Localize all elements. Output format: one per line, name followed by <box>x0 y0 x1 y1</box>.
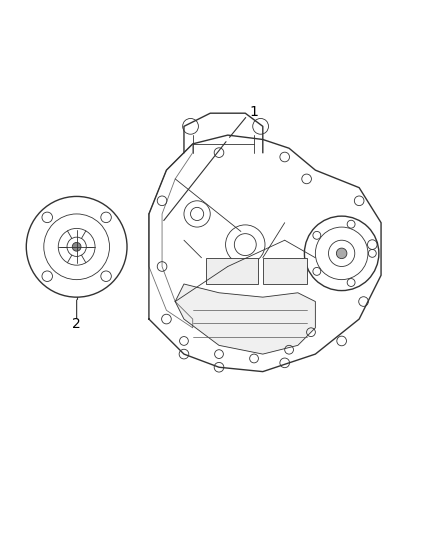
Text: 2: 2 <box>72 317 81 332</box>
Polygon shape <box>175 284 315 354</box>
Text: 1: 1 <box>250 106 258 119</box>
Circle shape <box>336 248 347 259</box>
FancyBboxPatch shape <box>206 258 258 284</box>
FancyBboxPatch shape <box>263 258 307 284</box>
Circle shape <box>72 243 81 251</box>
